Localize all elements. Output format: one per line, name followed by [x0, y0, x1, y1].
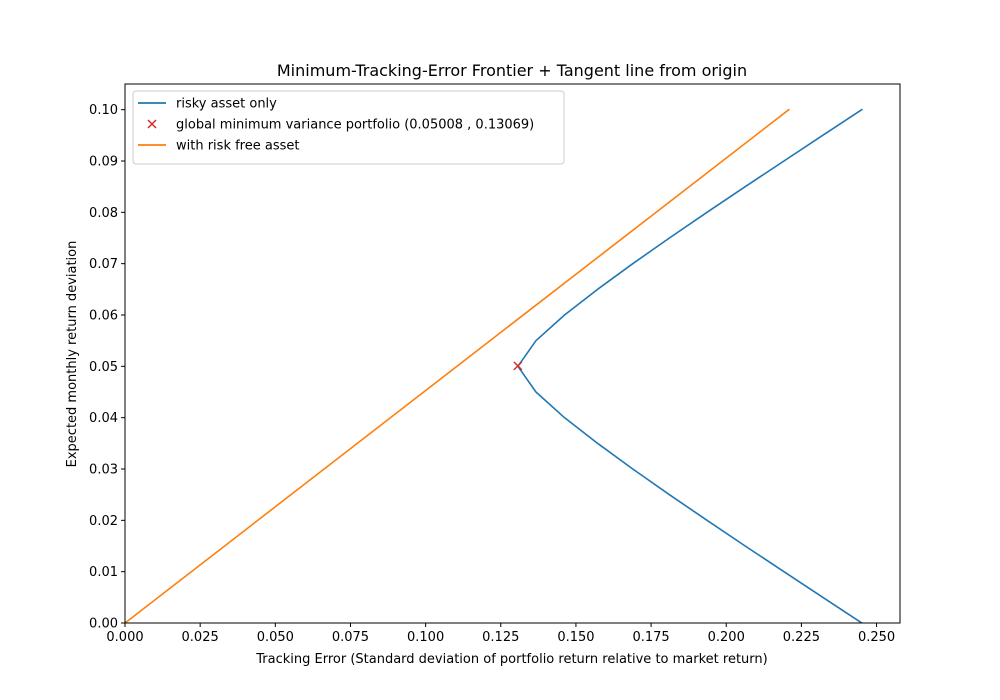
x-tick-label: 0.250 — [858, 630, 895, 645]
x-tick-label: 0.050 — [257, 630, 294, 645]
x-tick-label: 0.175 — [632, 630, 669, 645]
y-tick-label: 0.10 — [89, 103, 118, 118]
chart-title: Minimum-Tracking-Error Frontier + Tangen… — [277, 61, 747, 80]
x-tick-label: 0.150 — [557, 630, 594, 645]
y-tick-label: 0.02 — [89, 514, 118, 529]
legend-box — [132, 90, 565, 165]
x-tick-label: 0.000 — [106, 630, 143, 645]
y-tick-label: 0.06 — [89, 309, 118, 324]
y-tick-label: 0.08 — [89, 206, 118, 221]
legend-item: global minimum variance portfolio (0.050… — [147, 118, 534, 133]
y-axis: 0.00 0.01 0.02 0.03 0.04 0.05 0.06 0.07 0.08 0.09… — [89, 103, 125, 632]
y-tick-label: 0.05 — [89, 360, 118, 375]
x-axis-label: Tracking Error (Standard deviation of po… — [255, 652, 767, 667]
y-tick-label: 0.00 — [89, 617, 118, 632]
y-axis-label: Expected monthly return deviation — [65, 241, 80, 468]
legend: risky asset only global minimum variance … — [132, 90, 565, 165]
y-tick-label: 0.07 — [89, 257, 118, 272]
legend-label: with risk free asset — [176, 139, 299, 154]
x-tick-label: 0.100 — [407, 630, 444, 645]
x-tick-label: 0.075 — [332, 630, 369, 645]
y-tick-label: 0.09 — [89, 155, 118, 170]
y-tick-label: 0.01 — [89, 565, 118, 580]
x-tick-label: 0.025 — [182, 630, 219, 645]
legend-item: risky asset only — [138, 97, 277, 112]
y-tick-label: 0.03 — [89, 463, 118, 478]
legend-swatch — [147, 119, 157, 129]
legend-label: risky asset only — [176, 97, 277, 112]
legend-label: global minimum variance portfolio (0.050… — [176, 118, 534, 133]
y-tick-label: 0.04 — [89, 411, 118, 426]
x-tick-label: 0.225 — [783, 630, 820, 645]
gmv-marker — [513, 361, 523, 371]
x-tick-label: 0.125 — [482, 630, 519, 645]
legend-item: with risk free asset — [138, 139, 299, 154]
x-axis: 0.000 0.025 0.050 0.075 0.100 0.125 0.150 0.175… — [106, 623, 895, 645]
axes-frame — [124, 83, 901, 624]
x-tick-label: 0.200 — [708, 630, 745, 645]
plot-area — [124, 83, 901, 624]
series-line-2 — [125, 108, 790, 623]
